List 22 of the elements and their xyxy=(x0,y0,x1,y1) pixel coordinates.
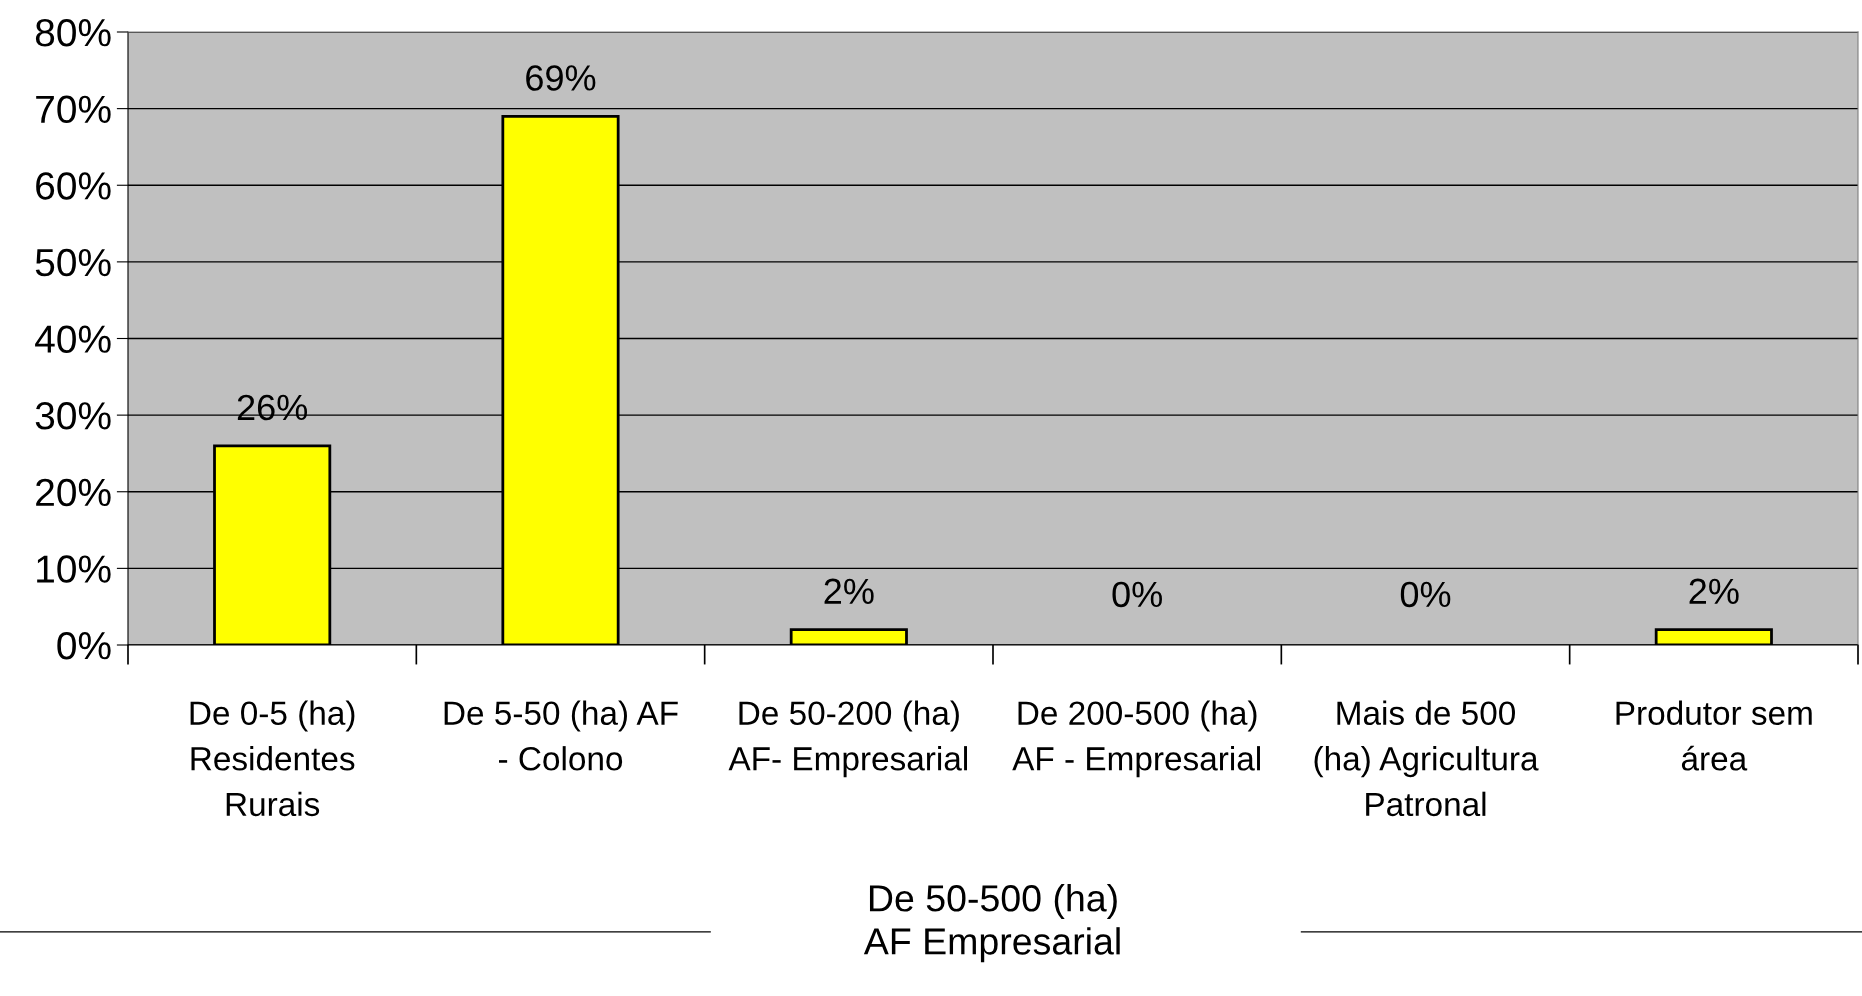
x-tick-label: Mais de 500 (ha) Agricultura Patronal xyxy=(1314,700,1539,817)
y-tick-label: 60% xyxy=(36,172,111,200)
text: De 50-500 (ha) AF Empresarial xyxy=(863,884,1120,963)
y-tick-label: 50% xyxy=(35,248,111,277)
y-tick-label: 80% xyxy=(35,18,111,47)
x-tick-label: Produtor sem área xyxy=(1616,700,1812,771)
data-label: 69% xyxy=(526,65,596,91)
x-tick-label: De 50-200 (ha) AF- Empresarial xyxy=(728,700,967,778)
y-tick-label: 40% xyxy=(35,325,111,353)
x-tick-label: De 200-500 (ha) AF - Empresarial xyxy=(1012,700,1260,778)
y-tick-label: 20% xyxy=(36,478,111,507)
data-label: 0% xyxy=(1400,581,1451,608)
x-tick-label: De 0-5 (ha) Residentes Rurais xyxy=(190,700,355,817)
data-label: 0% xyxy=(1112,581,1162,608)
x-tick-label: De 5-50 (ha) AF - Colono xyxy=(444,700,678,771)
data-label: 2% xyxy=(1689,578,1739,605)
y-tick-label: 0% xyxy=(57,631,111,660)
y-tick-label: 30% xyxy=(35,402,111,430)
data-label: 26% xyxy=(237,394,308,421)
y-tick-label: 10% xyxy=(37,555,111,583)
y-tick-label: 70% xyxy=(36,95,111,124)
data-label: 2% xyxy=(824,578,874,605)
